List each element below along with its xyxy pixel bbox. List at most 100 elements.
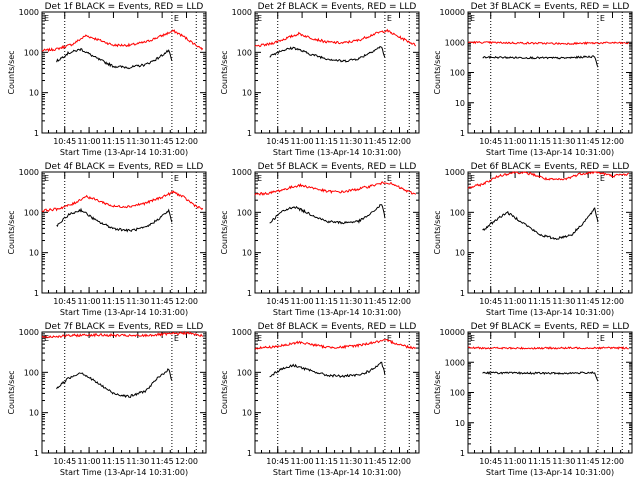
lld-series-line — [467, 345, 629, 350]
panel-title: Det 7f BLACK = Events, RED = LLD — [45, 322, 204, 332]
y-tick-label: 100 — [450, 69, 465, 78]
events-series-line — [482, 55, 599, 68]
events-series-line — [56, 47, 173, 70]
lld-series-line — [41, 29, 204, 53]
events-series-line — [269, 45, 386, 63]
event-marker-label: E — [174, 174, 179, 183]
y-tick-label: 10 — [455, 249, 465, 258]
x-tick-label: 11:15 — [315, 137, 338, 146]
y-tick-label: 1 — [247, 289, 252, 298]
x-tick-label: 11:15 — [102, 457, 125, 466]
y-tick-label: 100 — [24, 368, 39, 377]
x-tick-label: 11:00 — [78, 457, 101, 466]
y-tick-label: 10 — [455, 419, 465, 428]
y-tick-label: 10000 — [440, 8, 465, 17]
x-tick-label: 11:45 — [364, 297, 387, 306]
panel-det-3: Det 3f BLACK = Events, RED = LLD 1 10 100 10… — [433, 2, 633, 157]
x-axis-label: Start Time (13-Apr-14 10:31:00) — [60, 308, 188, 317]
events-series-line — [56, 368, 173, 399]
lld-series-line — [467, 171, 630, 189]
y-tick-label: 100 — [450, 389, 465, 398]
y-tick-label: 1 — [34, 449, 39, 458]
panel-title: Det 9f BLACK = Events, RED = LLD — [471, 322, 630, 332]
y-axis-label: Counts/sec — [220, 50, 229, 94]
event-marker-label: E — [44, 334, 49, 343]
panel-det-7: Det 7f BLACK = Events, RED = LLD 1 10 100 10… — [7, 322, 207, 477]
plot-frame — [41, 171, 207, 294]
x-tick-label: 11:30 — [552, 137, 575, 146]
plot-frame — [254, 331, 420, 454]
event-marker-label: E — [44, 174, 49, 183]
x-axis-label: Start Time (13-Apr-14 10:31:00) — [60, 148, 188, 157]
event-marker-label: E — [174, 14, 179, 23]
y-tick-label: 100 — [237, 48, 252, 57]
y-axis-label: Counts/sec — [433, 210, 442, 254]
x-tick-label: 11:00 — [504, 297, 527, 306]
plot-frame — [41, 11, 207, 134]
y-tick-label: 10 — [29, 89, 39, 98]
x-tick-label: 11:15 — [102, 137, 125, 146]
event-marker-label: E — [387, 334, 392, 343]
events-series-line — [482, 207, 599, 241]
event-marker-label: E — [387, 14, 392, 23]
x-tick-label: 12:00 — [175, 457, 198, 466]
event-marker-label: E — [470, 334, 475, 343]
x-tick-label: 11:30 — [552, 297, 575, 306]
y-tick-label: 1 — [34, 289, 39, 298]
lld-series-line — [41, 330, 204, 339]
y-axis-label: Counts/sec — [433, 370, 442, 414]
x-tick-label: 10:45 — [266, 457, 289, 466]
y-tick-label: 10 — [29, 409, 39, 418]
x-tick-label: 10:45 — [53, 297, 76, 306]
x-axis-label: Start Time (13-Apr-14 10:31:00) — [273, 148, 401, 157]
panel-title: Det 4f BLACK = Events, RED = LLD — [45, 162, 204, 172]
event-marker-label: E — [600, 334, 605, 343]
x-axis-label: Start Time (13-Apr-14 10:31:00) — [273, 308, 401, 317]
x-tick-label: 11:15 — [528, 457, 551, 466]
y-tick-label: 100 — [237, 368, 252, 377]
y-tick-label: 10000 — [440, 328, 465, 337]
panel-det-9: Det 9f BLACK = Events, RED = LLD 1 10 100 10… — [433, 322, 633, 477]
y-axis-label: Counts/sec — [220, 370, 229, 414]
panel-title: Det 3f BLACK = Events, RED = LLD — [471, 2, 630, 12]
lld-series-line — [41, 190, 204, 212]
event-marker-label: E — [470, 14, 475, 23]
y-tick-label: 100 — [450, 208, 465, 217]
x-tick-label: 11:45 — [151, 457, 174, 466]
x-tick-label: 11:00 — [504, 457, 527, 466]
x-tick-label: 10:45 — [266, 297, 289, 306]
x-tick-label: 11:45 — [577, 137, 600, 146]
x-tick-label: 10:45 — [479, 297, 502, 306]
event-marker-label: E — [44, 14, 49, 23]
event-marker-label: E — [387, 174, 392, 183]
x-tick-label: 10:45 — [479, 137, 502, 146]
y-tick-label: 1 — [34, 129, 39, 138]
y-tick-label: 1 — [247, 129, 252, 138]
lld-series-line — [254, 181, 417, 196]
event-marker-label: E — [470, 174, 475, 183]
x-tick-label: 11:15 — [102, 297, 125, 306]
event-marker-label: E — [174, 334, 179, 343]
panel-det-5: Det 5f BLACK = Events, RED = LLD 1 10 100 10… — [220, 162, 420, 317]
y-tick-label: 100 — [237, 208, 252, 217]
event-marker-label: E — [600, 174, 605, 183]
x-tick-label: 11:30 — [552, 457, 575, 466]
plot-frame — [467, 11, 633, 134]
x-axis-label: Start Time (13-Apr-14 10:31:00) — [486, 148, 614, 157]
y-axis-label: Counts/sec — [220, 210, 229, 254]
y-tick-label: 10 — [242, 409, 252, 418]
x-tick-label: 12:00 — [601, 457, 624, 466]
x-tick-label: 12:00 — [388, 137, 411, 146]
x-tick-label: 11:30 — [339, 137, 362, 146]
x-axis-label: Start Time (13-Apr-14 10:31:00) — [60, 468, 188, 477]
y-axis-label: Counts/sec — [433, 50, 442, 94]
y-tick-label: 1000 — [19, 8, 39, 17]
event-marker-label: E — [600, 14, 605, 23]
x-axis-label: Start Time (13-Apr-14 10:31:00) — [273, 468, 401, 477]
y-tick-label: 1000 — [232, 8, 252, 17]
x-tick-label: 11:30 — [339, 297, 362, 306]
x-tick-label: 11:45 — [151, 137, 174, 146]
y-axis-label: Counts/sec — [7, 370, 16, 414]
x-tick-label: 12:00 — [388, 457, 411, 466]
x-tick-label: 12:00 — [175, 137, 198, 146]
